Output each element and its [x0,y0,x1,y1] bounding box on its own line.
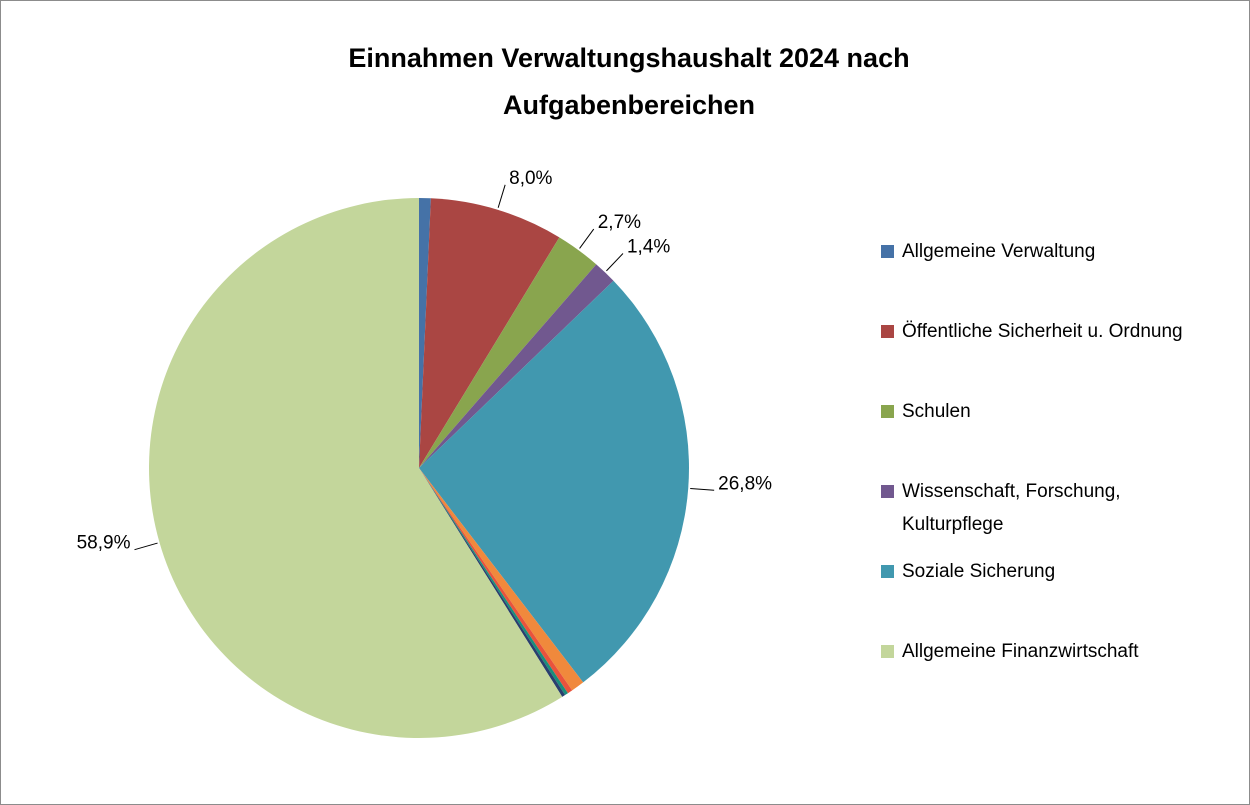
pie-slice [419,468,573,694]
leader-line [606,253,624,272]
pie-slice [419,468,584,691]
leader-line [690,487,715,491]
legend-entry: Schulen [881,395,1211,428]
legend-swatch [881,485,894,498]
legend-entry: Allgemeine Verwaltung [881,235,1211,268]
data-label: 26,8% [718,473,772,494]
legend-swatch [881,325,894,338]
pie-slice [419,198,560,468]
pie-slice [419,198,431,468]
leader-line [497,184,506,208]
pie-slice [419,280,689,683]
chart-title: Einnahmen Verwaltungshaushalt 2024 nach … [348,43,910,120]
pie-slice [419,468,568,696]
legend-entry: Wissenschaft, Forschung, Kulturpflege [881,475,1211,541]
legend-label: Allgemeine Verwaltung [902,241,1096,262]
legend-swatch [881,245,894,258]
legend-swatch [881,565,894,578]
pie-slice [419,468,566,697]
legend-entry: Soziale Sicherung [881,555,1211,588]
pie-slice [419,237,597,468]
legend-entry: Öffentliche Sicherheit u. Ordnung [881,315,1211,348]
data-label: 58,9% [77,533,131,554]
legend-entry: Allgemeine Finanzwirtschaft [881,635,1211,668]
legend-label: Allgemeine Finanzwirtschaft [902,641,1139,662]
data-label: 8,0% [509,168,552,189]
pie-slice [419,264,614,468]
legend-label: Öffentliche Sicherheit u. Ordnung [902,321,1183,342]
data-label: 1,4% [627,237,670,258]
legend-label: Soziale Sicherung [902,561,1056,582]
pie-slice [148,198,563,739]
legend-label: Schulen [902,401,971,422]
leader-line [579,228,595,249]
legend-label: Wissenschaft, Forschung, Kulturpflege [902,481,1121,535]
legend-swatch [881,645,894,658]
legend-swatch [881,405,894,418]
data-label: 2,7% [598,212,641,233]
leader-line [134,542,158,551]
